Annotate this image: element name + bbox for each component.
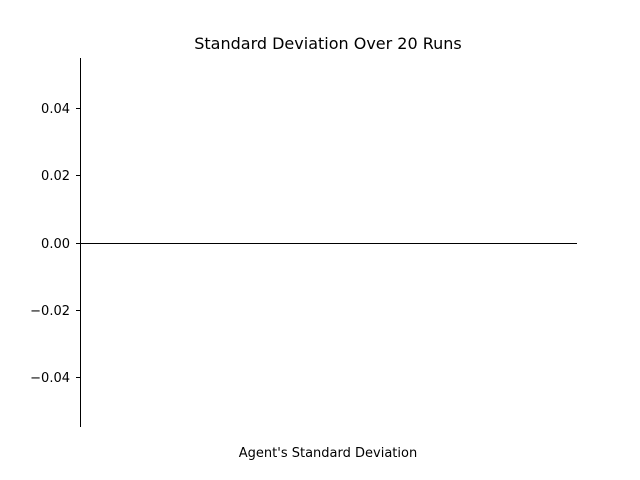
chart-title: Standard Deviation Over 20 Runs <box>194 34 462 53</box>
y-tick-label: −0.02 <box>30 304 70 319</box>
y-tick-label: −0.04 <box>30 371 70 386</box>
y-tick-label: 0.02 <box>41 169 70 184</box>
y-tick-label: 0.04 <box>41 102 70 117</box>
x-axis-label: Agent's Standard Deviation <box>239 446 417 461</box>
y-axis-ticks: −0.04 −0.02 0.00 0.02 0.04 <box>30 102 80 386</box>
y-tick-label: 0.00 <box>41 237 70 252</box>
